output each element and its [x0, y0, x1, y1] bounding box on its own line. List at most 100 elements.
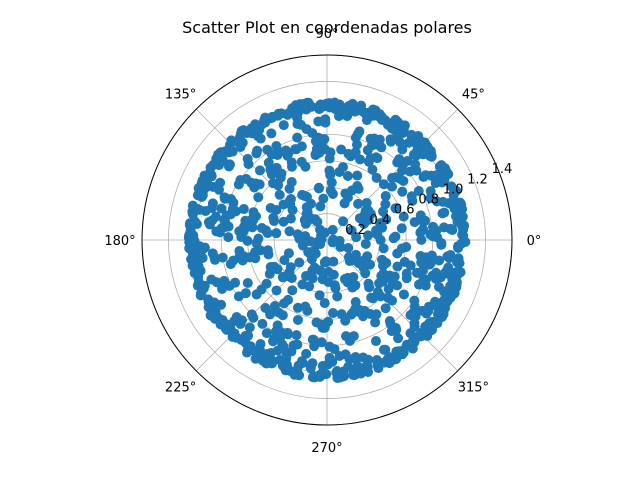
scatter-point	[397, 186, 408, 197]
scatter-point	[411, 138, 422, 149]
scatter-point	[425, 193, 436, 204]
scatter-point	[396, 243, 407, 254]
scatter-point	[411, 267, 422, 278]
scatter-point	[370, 105, 381, 116]
scatter-point	[448, 190, 459, 201]
scatter-point	[402, 156, 413, 166]
scatter-point	[378, 206, 389, 217]
scatter-point	[265, 309, 276, 320]
scatter-point	[314, 290, 325, 301]
scatter-point	[320, 117, 331, 128]
scatter-point	[406, 191, 417, 202]
scatter-point	[405, 328, 416, 339]
r-tick-label: 1.4	[492, 162, 513, 177]
scatter-point	[277, 272, 288, 283]
scatter-point	[332, 365, 343, 376]
scatter-point	[225, 194, 236, 205]
scatter-point	[285, 213, 296, 224]
scatter-point	[386, 326, 397, 337]
scatter-point	[273, 307, 284, 318]
scatter-point	[238, 204, 249, 215]
scatter-point	[271, 228, 282, 239]
scatter-point	[434, 255, 445, 266]
theta-tick-label: 315°	[458, 380, 489, 395]
scatter-point	[432, 232, 443, 243]
scatter-point	[437, 168, 448, 179]
scatter-point	[347, 282, 358, 293]
scatter-point	[328, 308, 339, 319]
scatter-point	[304, 281, 315, 292]
scatter-point	[410, 159, 421, 170]
scatter-point	[239, 221, 250, 232]
r-tick-label: 0.8	[418, 193, 439, 208]
scatter-point	[392, 280, 403, 291]
scatter-point	[296, 156, 307, 167]
scatter-point	[284, 226, 295, 237]
scatter-point	[263, 157, 274, 168]
scatter-point	[380, 191, 391, 202]
scatter-point	[378, 179, 389, 190]
scatter-point	[339, 274, 350, 285]
scatter-point	[264, 268, 275, 279]
scatter-point	[398, 289, 409, 300]
theta-tick-label: 270°	[311, 441, 342, 456]
scatter-point	[210, 254, 220, 265]
scatter-point	[445, 223, 456, 234]
scatter-point	[419, 142, 430, 153]
scatter-point	[405, 166, 416, 177]
scatter-point	[291, 330, 302, 341]
scatter-point	[439, 207, 450, 218]
chart-title: Scatter Plot en coordenadas polares	[182, 18, 472, 37]
scatter-point	[242, 153, 253, 164]
scatter-point	[370, 317, 381, 328]
theta-tick-label: 225°	[165, 380, 196, 395]
scatter-point	[377, 222, 388, 233]
scatter-point	[318, 193, 329, 204]
scatter-point	[292, 132, 303, 143]
scatter-point	[268, 178, 279, 189]
r-tick-label: 1.0	[443, 182, 464, 197]
scatter-point	[294, 257, 305, 268]
scatter-point	[343, 242, 354, 253]
scatter-point	[324, 352, 335, 363]
scatter-point	[325, 185, 336, 196]
scatter-point	[367, 164, 378, 175]
scatter-point	[350, 352, 361, 363]
scatter-point	[214, 227, 225, 238]
scatter-point	[236, 334, 247, 345]
scatter-point	[363, 230, 374, 241]
scatter-point	[224, 159, 235, 170]
scatter-point	[427, 270, 438, 281]
scatter-point	[324, 165, 335, 176]
scatter-point	[342, 108, 353, 119]
scatter-point	[452, 257, 463, 268]
scatter-point	[457, 211, 468, 222]
scatter-point	[287, 205, 298, 216]
theta-tick-label: 135°	[165, 88, 196, 103]
scatter-point	[207, 215, 218, 226]
scatter-point	[247, 222, 258, 233]
scatter-point	[272, 264, 283, 275]
scatter-point	[242, 235, 253, 246]
scatter-point	[262, 245, 273, 256]
scatter-point	[358, 352, 369, 363]
scatter-point	[291, 144, 302, 155]
scatter-point	[388, 233, 399, 244]
scatter-point	[378, 256, 389, 267]
scatter-point	[310, 248, 321, 259]
scatter-point	[391, 346, 402, 357]
scatter-point	[250, 353, 261, 364]
scatter-point	[398, 211, 409, 222]
scatter-point	[293, 360, 304, 371]
scatter-point	[409, 217, 420, 228]
scatter-point	[292, 339, 303, 350]
scatter-point	[319, 298, 330, 309]
scatter-point	[314, 371, 325, 382]
scatter-point	[420, 215, 431, 226]
scatter-point	[251, 148, 262, 159]
scatter-point	[352, 170, 363, 181]
scatter-point	[271, 204, 282, 215]
scatter-point	[391, 172, 402, 183]
scatter-point	[302, 206, 313, 217]
